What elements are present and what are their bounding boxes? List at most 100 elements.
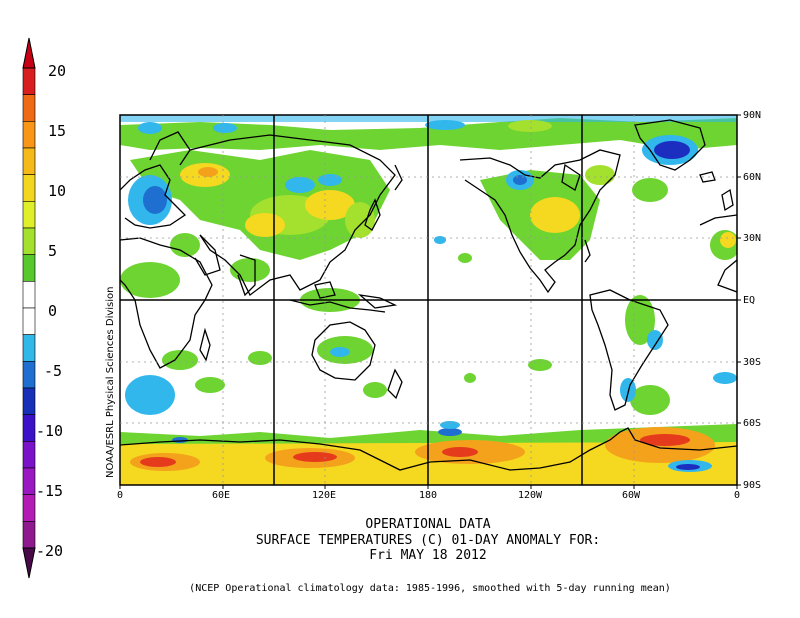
colorbar-label: -20 <box>36 542 64 560</box>
cold-core <box>676 464 700 470</box>
colorbar-segment <box>22 174 36 202</box>
colorbar-label: -10 <box>36 422 64 440</box>
lat-label: 90N <box>743 110 762 121</box>
pacific-warm <box>464 373 476 383</box>
colorbar-segment <box>22 227 36 255</box>
warm-spot <box>265 448 355 468</box>
colorbar-segment <box>22 67 36 95</box>
colorbar-bottom-arrow <box>22 547 36 579</box>
antarctic-warm-band <box>120 438 737 485</box>
coastline-madagascar <box>199 327 211 362</box>
coastline-florida <box>584 239 591 263</box>
alaska-cold-core <box>513 175 527 185</box>
colorbar-label: 20 <box>48 62 67 80</box>
colorbar <box>22 37 36 579</box>
maritime-warm <box>300 288 360 312</box>
europe-cold-area <box>128 175 172 225</box>
canada-warm <box>585 165 615 185</box>
credit-label: NOAA/ESRL Physical Sciences Division <box>105 286 116 479</box>
map-grid <box>119 114 741 489</box>
coastline-north-america <box>459 149 621 294</box>
colorbar-segment <box>22 334 36 362</box>
coastline-south-america <box>589 289 669 411</box>
pacific-cold <box>440 421 460 429</box>
lon-label: 60E <box>212 490 231 501</box>
coastline-indonesia <box>289 299 386 313</box>
colorbar-segment <box>22 94 36 122</box>
colorbar-segment <box>22 387 36 415</box>
coastline-new-guinea <box>357 294 398 309</box>
warm-core <box>293 452 337 462</box>
title-line-3: Fri MAY 18 2012 <box>369 548 487 563</box>
patagonia-warm <box>630 385 670 415</box>
lat-label: 60S <box>743 418 762 429</box>
coastline-hudson-bay <box>561 163 581 191</box>
siberia-cold <box>318 174 342 186</box>
siberia-cold <box>285 177 315 193</box>
coastline-africa <box>120 237 213 369</box>
warm-spot <box>508 120 552 132</box>
eurasia-green <box>130 150 390 260</box>
colorbar-segment <box>22 201 36 229</box>
colorbar-label: 5 <box>48 242 58 260</box>
cold-spot <box>438 428 462 436</box>
greenland-cold <box>642 135 698 165</box>
south-atlantic-warm <box>162 350 198 370</box>
australia-warm <box>317 336 373 364</box>
coastline-arabia <box>194 234 221 276</box>
south-america-cold <box>647 330 663 350</box>
anomaly-field <box>120 115 737 485</box>
arctic-cyan <box>120 115 737 122</box>
asia-warm <box>305 190 355 220</box>
colorbar-segment <box>22 414 36 442</box>
india-warm <box>230 258 270 282</box>
lon-label: 120E <box>312 490 337 501</box>
coastline-india <box>237 254 256 297</box>
north-america-green <box>480 170 600 260</box>
lon-label: 0 <box>734 490 741 501</box>
title-line-1: OPERATIONAL DATA <box>365 517 491 532</box>
south-atlantic-cold <box>125 375 175 415</box>
colorbar-top-arrow <box>22 37 36 69</box>
south-atlantic-cold <box>713 372 737 384</box>
lat-label: 60N <box>743 172 762 183</box>
east-asia-warm <box>345 202 375 238</box>
asia-warm <box>245 213 285 237</box>
warm-core <box>640 434 690 446</box>
warm-spot <box>605 427 715 463</box>
coastline-west-africa <box>717 259 737 293</box>
coastline-iceland <box>699 171 716 183</box>
coastline-asia <box>189 134 396 296</box>
cold-spot <box>668 460 712 472</box>
west-africa-warm-core <box>720 232 736 248</box>
warm-spot <box>415 440 525 464</box>
lat-label: 30N <box>743 233 762 244</box>
lat-label: EQ <box>743 295 756 306</box>
colorbar-segment <box>22 121 36 149</box>
lon-label: 180 <box>419 490 438 501</box>
pacific-warm <box>528 359 552 371</box>
africa-warm <box>170 233 200 257</box>
coastlines <box>120 119 737 471</box>
lat-label: 90S <box>743 480 762 491</box>
coastline-kamchatka <box>394 164 403 191</box>
cold-spot <box>425 120 465 130</box>
south-america-warm <box>625 295 655 345</box>
coastline-west-africa <box>699 214 737 226</box>
map-background <box>120 115 737 485</box>
coastline-greenland <box>634 119 706 171</box>
pacific-cold <box>434 236 446 244</box>
greenland-cold-core <box>654 141 690 159</box>
lon-label: 120W <box>518 490 543 501</box>
europe-cold-core <box>143 186 167 214</box>
colorbar-segment <box>22 281 36 309</box>
cold-spot <box>213 123 237 133</box>
colorbar-label: -5 <box>44 362 63 380</box>
coastline-scandinavia <box>149 131 191 166</box>
alaska-cold <box>506 170 534 190</box>
colorbar-label: 10 <box>48 182 67 200</box>
colorbar-segment <box>22 361 36 389</box>
colorbar-label: 15 <box>48 122 67 140</box>
coastline-new-zealand <box>387 368 403 400</box>
russia-warm <box>180 163 230 187</box>
